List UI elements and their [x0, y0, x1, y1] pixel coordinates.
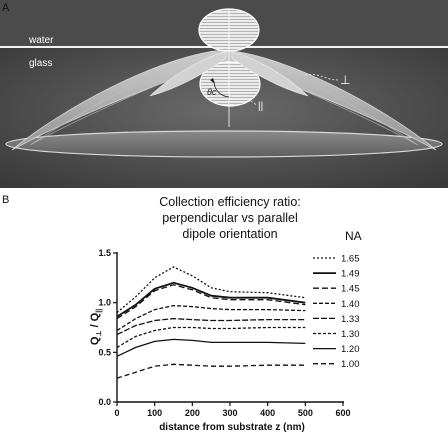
series-line-1-00	[117, 364, 305, 378]
series-line-1-65	[117, 267, 305, 313]
x-tick-label: 400	[260, 408, 275, 418]
panel-b: B Collection efficiency ratio: perpendic…	[2, 194, 362, 433]
chart-title-line-1: Collection efficiency ratio:	[159, 195, 301, 209]
panel-b-letter: B	[2, 194, 9, 206]
theta-c-label: θc	[207, 87, 217, 97]
series-line-1-33	[117, 319, 305, 335]
legend-label-1-33: 1.33	[341, 314, 360, 325]
chart-title-line-2: perpendicular vs parallel	[162, 211, 298, 225]
legend-label-1-45: 1.45	[341, 284, 360, 295]
panel-a-letter: A	[2, 2, 10, 14]
x-ticks: 0 100 200 300 400 500 600	[114, 402, 350, 418]
x-tick-label: 500	[298, 408, 313, 418]
svg-text:Q⊥ / Q||: Q⊥ / Q||	[89, 309, 103, 345]
y-tick-label: 0.0	[98, 397, 111, 407]
series-line-1-20	[117, 339, 305, 356]
legend-label-1-49: 1.49	[341, 269, 360, 280]
legend-label-1-30: 1.30	[341, 329, 360, 340]
x-tick-label: 600	[335, 408, 350, 418]
x-tick-label: 200	[185, 408, 200, 418]
y-axis-title: Q⊥ / Q||	[89, 309, 103, 345]
y-ticks: 0.0 0.5 1.0 1.5	[98, 248, 117, 407]
y-tick-label: 0.5	[98, 347, 111, 357]
legend: 1.65 1.49 1.45 1.40 1.33 1.30 1.20 1.00	[313, 254, 360, 371]
legend-label-1-40: 1.40	[341, 299, 360, 310]
collection-ellipse	[6, 131, 442, 157]
y-axis-title-sub2: ||	[96, 309, 103, 313]
x-tick-label: 100	[147, 408, 162, 418]
legend-title: NA	[345, 229, 362, 243]
x-axis-title: distance from substrate z (nm)	[159, 422, 305, 433]
legend-label-1-20: 1.20	[341, 344, 360, 355]
legend-label-1-00: 1.00	[341, 359, 360, 370]
series-line-1-40	[117, 306, 305, 331]
glass-label: glass	[29, 58, 52, 69]
perpendicular-label: ⊥	[340, 73, 350, 87]
water-label: water	[28, 35, 54, 46]
y-tick-label: 1.0	[98, 298, 111, 308]
panel-a: A water glass θc ⊥ ||	[0, 0, 448, 188]
x-tick-label: 300	[222, 408, 237, 418]
series-lines	[117, 267, 305, 378]
y-axis-title-sep: / Q	[89, 312, 101, 330]
chart-title-line-3: dipole orientation	[182, 227, 277, 241]
plot-area: 0.0 0.5 1.0 1.5 0 100 200 300 400 500 600	[98, 248, 350, 418]
x-tick-label: 0	[114, 408, 119, 418]
parallel-label: ||	[258, 101, 263, 112]
y-tick-label: 1.5	[98, 248, 111, 258]
legend-label-1-65: 1.65	[341, 254, 360, 265]
